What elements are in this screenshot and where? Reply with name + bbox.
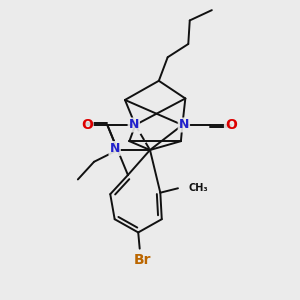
Text: Br: Br [134,254,152,267]
Text: N: N [179,118,189,131]
Text: O: O [225,118,237,132]
Text: CH₃: CH₃ [188,183,208,193]
Text: N: N [129,118,139,131]
Text: N: N [110,142,120,155]
Text: O: O [81,118,93,132]
